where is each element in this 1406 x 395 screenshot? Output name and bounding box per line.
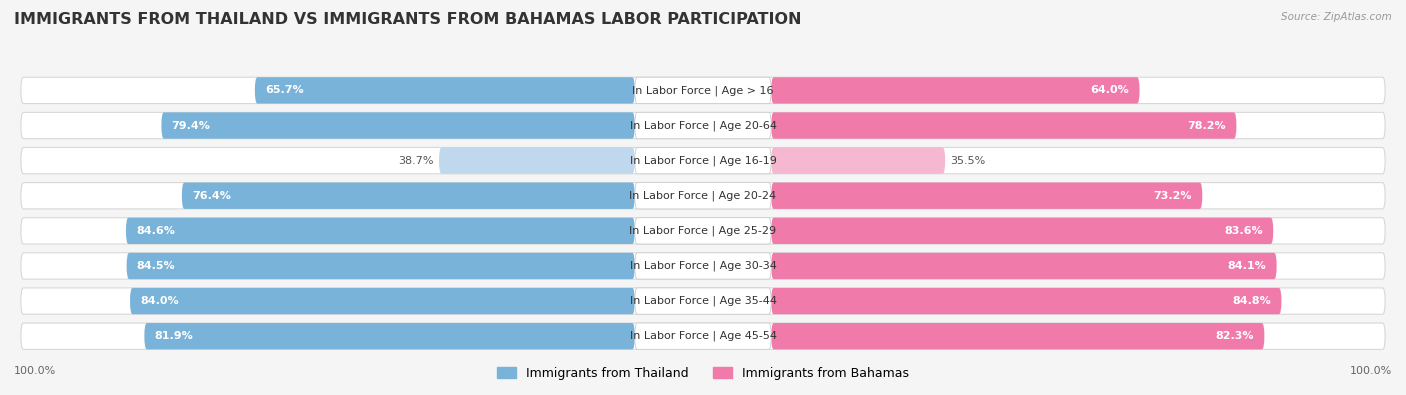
FancyBboxPatch shape [772, 218, 1274, 244]
FancyBboxPatch shape [21, 218, 1385, 244]
Text: In Labor Force | Age 20-24: In Labor Force | Age 20-24 [630, 190, 776, 201]
FancyBboxPatch shape [21, 253, 1385, 279]
FancyBboxPatch shape [634, 182, 772, 209]
FancyBboxPatch shape [21, 182, 1385, 209]
Text: 83.6%: 83.6% [1225, 226, 1263, 236]
FancyBboxPatch shape [772, 323, 1264, 349]
FancyBboxPatch shape [21, 147, 1385, 174]
FancyBboxPatch shape [772, 182, 1202, 209]
Text: 84.1%: 84.1% [1227, 261, 1267, 271]
FancyBboxPatch shape [21, 323, 1385, 349]
FancyBboxPatch shape [21, 77, 1385, 103]
Text: 100.0%: 100.0% [14, 366, 56, 376]
Text: In Labor Force | Age > 16: In Labor Force | Age > 16 [633, 85, 773, 96]
FancyBboxPatch shape [634, 323, 772, 349]
FancyBboxPatch shape [145, 323, 634, 349]
FancyBboxPatch shape [127, 218, 634, 244]
FancyBboxPatch shape [634, 77, 772, 103]
FancyBboxPatch shape [439, 147, 634, 174]
FancyBboxPatch shape [21, 112, 1385, 139]
Text: 81.9%: 81.9% [155, 331, 194, 341]
Text: 84.5%: 84.5% [136, 261, 176, 271]
Text: 84.0%: 84.0% [141, 296, 179, 306]
FancyBboxPatch shape [127, 253, 634, 279]
Text: 38.7%: 38.7% [398, 156, 433, 166]
Legend: Immigrants from Thailand, Immigrants from Bahamas: Immigrants from Thailand, Immigrants fro… [492, 362, 914, 385]
FancyBboxPatch shape [254, 77, 634, 103]
Text: In Labor Force | Age 25-29: In Labor Force | Age 25-29 [630, 226, 776, 236]
FancyBboxPatch shape [772, 288, 1281, 314]
Text: 73.2%: 73.2% [1153, 191, 1192, 201]
Text: 65.7%: 65.7% [266, 85, 304, 96]
Text: 100.0%: 100.0% [1350, 366, 1392, 376]
Text: In Labor Force | Age 20-64: In Labor Force | Age 20-64 [630, 120, 776, 131]
Text: In Labor Force | Age 16-19: In Labor Force | Age 16-19 [630, 155, 776, 166]
Text: In Labor Force | Age 35-44: In Labor Force | Age 35-44 [630, 296, 776, 307]
Text: 79.4%: 79.4% [172, 120, 211, 130]
FancyBboxPatch shape [634, 218, 772, 244]
FancyBboxPatch shape [772, 147, 945, 174]
FancyBboxPatch shape [21, 288, 1385, 314]
Text: 78.2%: 78.2% [1188, 120, 1226, 130]
Text: 76.4%: 76.4% [193, 191, 231, 201]
Text: Source: ZipAtlas.com: Source: ZipAtlas.com [1281, 12, 1392, 22]
Text: 82.3%: 82.3% [1216, 331, 1254, 341]
FancyBboxPatch shape [772, 77, 1139, 103]
FancyBboxPatch shape [634, 253, 772, 279]
FancyBboxPatch shape [634, 288, 772, 314]
Text: In Labor Force | Age 45-54: In Labor Force | Age 45-54 [630, 331, 776, 341]
Text: 84.6%: 84.6% [136, 226, 174, 236]
Text: 84.8%: 84.8% [1233, 296, 1271, 306]
Text: 35.5%: 35.5% [950, 156, 986, 166]
FancyBboxPatch shape [772, 112, 1236, 139]
FancyBboxPatch shape [772, 253, 1277, 279]
Text: In Labor Force | Age 30-34: In Labor Force | Age 30-34 [630, 261, 776, 271]
FancyBboxPatch shape [181, 182, 634, 209]
FancyBboxPatch shape [162, 112, 634, 139]
FancyBboxPatch shape [634, 112, 772, 139]
FancyBboxPatch shape [129, 288, 634, 314]
FancyBboxPatch shape [634, 147, 772, 174]
Text: IMMIGRANTS FROM THAILAND VS IMMIGRANTS FROM BAHAMAS LABOR PARTICIPATION: IMMIGRANTS FROM THAILAND VS IMMIGRANTS F… [14, 12, 801, 27]
Text: 64.0%: 64.0% [1091, 85, 1129, 96]
